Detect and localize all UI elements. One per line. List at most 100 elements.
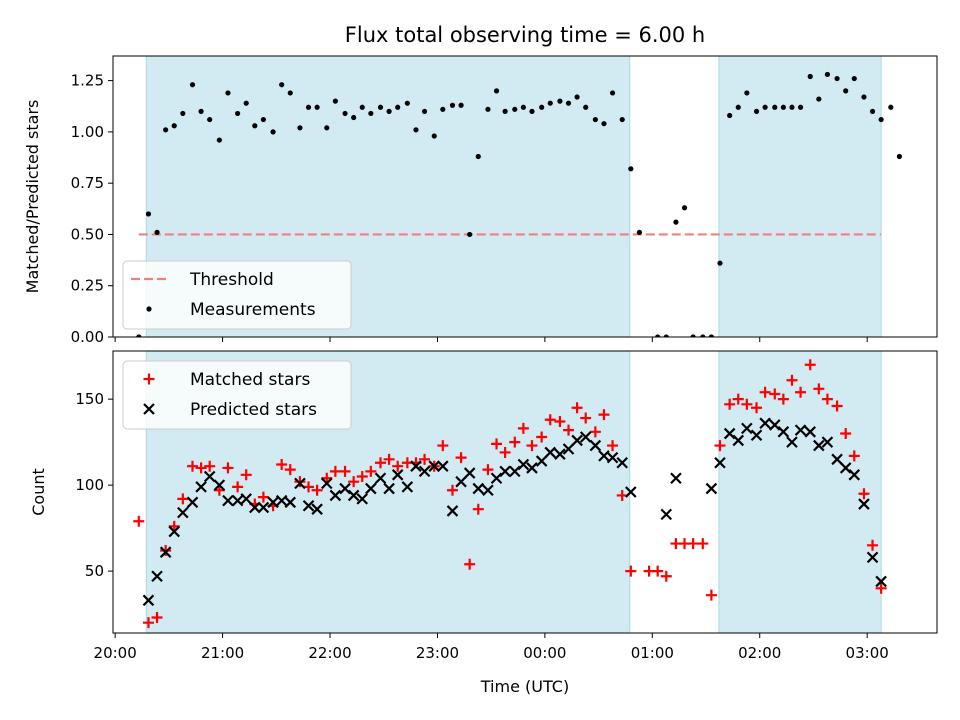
predicted-stars-point bbox=[186, 496, 199, 509]
predicted-stars-point bbox=[858, 498, 870, 510]
measurement-point bbox=[816, 96, 822, 102]
matched-stars-point bbox=[714, 440, 726, 452]
legend-label: Measurements bbox=[190, 300, 316, 320]
measurement-point bbox=[636, 229, 643, 235]
measurement-point bbox=[744, 90, 750, 96]
measurement-point bbox=[797, 104, 804, 110]
predicted-stars-point bbox=[606, 451, 619, 464]
matched-stars-point bbox=[509, 436, 521, 448]
plot-area bbox=[133, 351, 887, 633]
predicted-stars-point bbox=[571, 434, 583, 447]
predicted-stars-point bbox=[329, 489, 342, 502]
predicted-stars-point bbox=[294, 477, 306, 490]
measurement-point bbox=[493, 88, 500, 94]
matched-stars-point bbox=[831, 400, 843, 412]
legend-label: Threshold bbox=[189, 270, 274, 290]
predicted-stars-point bbox=[195, 481, 207, 493]
predicted-stars-point bbox=[875, 575, 887, 588]
predicted-stars-point bbox=[705, 482, 718, 495]
measurement-point bbox=[583, 104, 589, 110]
predicted-stars-point bbox=[490, 472, 503, 485]
predicted-stars-point bbox=[356, 493, 369, 505]
measurement-point bbox=[861, 94, 867, 100]
measurement-point bbox=[351, 114, 357, 121]
measurement-point bbox=[314, 104, 320, 110]
measurement-point bbox=[574, 94, 580, 100]
measurement-point bbox=[216, 137, 222, 143]
predicted-stars-point bbox=[482, 484, 494, 497]
matched-stars-point bbox=[544, 414, 556, 426]
measurement-point bbox=[512, 106, 518, 112]
bottom-panel-count-plot: 20:00 21:00 22:00 23:00 00:00 01:00 02:00 03:00… bbox=[29, 350, 938, 662]
measurement-point bbox=[565, 100, 572, 106]
matched-stars-point bbox=[598, 409, 610, 421]
matched-stars-point bbox=[821, 393, 833, 405]
predicted-stars-point bbox=[804, 426, 817, 438]
predicted-stars-point bbox=[535, 455, 548, 467]
measurement-point bbox=[287, 90, 293, 96]
axes-frame bbox=[112, 350, 938, 634]
measurement-point bbox=[458, 102, 464, 108]
matched-stars-point bbox=[339, 465, 351, 477]
measurement-point bbox=[198, 108, 204, 114]
predicted-stars-point bbox=[446, 505, 459, 517]
matched-stars-point bbox=[195, 462, 207, 474]
measurement-point bbox=[207, 116, 213, 123]
matched-stars-point bbox=[284, 464, 296, 476]
y-tick-label: 0.00 bbox=[71, 328, 104, 346]
predicted-stars-point bbox=[777, 426, 790, 438]
predicted-stars-point bbox=[143, 403, 155, 415]
predicted-stars-point bbox=[732, 434, 745, 447]
measurement-point bbox=[440, 106, 446, 112]
predicted-stars-point bbox=[660, 508, 673, 521]
predicted-stars-point bbox=[794, 424, 807, 436]
predicted-stars-point bbox=[544, 446, 557, 459]
matched-stars-point bbox=[580, 412, 592, 424]
matched-stars-point bbox=[759, 386, 771, 398]
matched-stars-point bbox=[867, 539, 879, 551]
matched-stars-point bbox=[517, 422, 529, 434]
matched-stars-point bbox=[240, 469, 252, 481]
measurement-point bbox=[700, 334, 706, 337]
predicted-stars-point bbox=[151, 570, 163, 583]
measurement-point bbox=[843, 88, 849, 94]
matched-stars-point bbox=[375, 457, 387, 469]
measurement-point bbox=[878, 116, 884, 123]
predicted-stars-point bbox=[848, 469, 861, 481]
predicted-stars-point bbox=[786, 436, 798, 448]
measurement-point bbox=[780, 104, 786, 110]
x-tick-label: 00:00 bbox=[523, 644, 566, 662]
axes-frame bbox=[112, 55, 938, 338]
predicted-stars-point bbox=[302, 499, 315, 512]
measurement-point bbox=[180, 110, 186, 117]
matched-stars-point bbox=[383, 453, 395, 465]
matched-stars-point bbox=[652, 565, 664, 577]
x-tick-label: 20:00 bbox=[94, 644, 137, 662]
predicted-stars-point bbox=[240, 493, 252, 505]
predicted-stars-point bbox=[321, 477, 333, 490]
predicted-stars-point bbox=[598, 450, 610, 462]
matched-stars-point bbox=[348, 476, 360, 488]
matched-stars-point bbox=[840, 428, 852, 440]
measurement-point bbox=[807, 73, 813, 80]
predicted-stars-point bbox=[284, 496, 297, 509]
measurement-point bbox=[851, 75, 857, 82]
measurement-point bbox=[404, 100, 410, 106]
x-axis-label: Time (UTC) bbox=[480, 677, 569, 696]
measurement-point bbox=[359, 104, 365, 110]
matched-stars-point bbox=[329, 465, 341, 477]
measurement-point bbox=[834, 75, 840, 82]
predicted-stars-point bbox=[410, 460, 422, 472]
matched-stars-point bbox=[687, 538, 699, 550]
measurement-point bbox=[529, 108, 535, 114]
predicted-stars-point bbox=[437, 460, 449, 472]
predicted-stars-point bbox=[401, 481, 414, 493]
matched-stars-point bbox=[276, 458, 288, 470]
measurement-point bbox=[421, 108, 428, 114]
legend: Threshold Measurements bbox=[122, 260, 352, 330]
matched-stars-point bbox=[392, 460, 404, 472]
measurement-point bbox=[449, 102, 456, 108]
y-tick-label: 150 bbox=[75, 390, 104, 408]
predicted-stars-point bbox=[203, 470, 216, 483]
predicted-stars-point bbox=[562, 443, 575, 455]
